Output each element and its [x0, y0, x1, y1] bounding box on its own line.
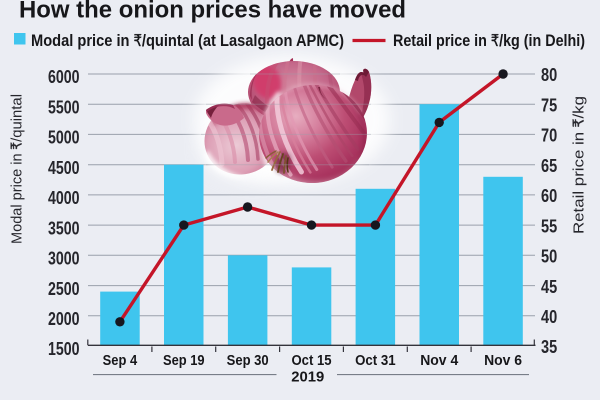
- svg-text:Sep 4: Sep 4: [103, 352, 138, 369]
- svg-text:3000: 3000: [48, 249, 80, 269]
- svg-text:50: 50: [541, 247, 557, 267]
- svg-text:Oct 15: Oct 15: [292, 352, 332, 369]
- svg-text:Nov 6: Nov 6: [484, 352, 522, 369]
- svg-text:60: 60: [541, 186, 557, 206]
- svg-text:Nov 4: Nov 4: [420, 352, 459, 369]
- svg-text:Sep 19: Sep 19: [163, 352, 205, 369]
- svg-text:65: 65: [541, 156, 557, 176]
- svg-text:5500: 5500: [48, 97, 80, 117]
- svg-text:55: 55: [541, 216, 557, 236]
- svg-text:4000: 4000: [48, 188, 80, 208]
- svg-text:6000: 6000: [48, 67, 80, 87]
- svg-text:1500: 1500: [48, 339, 80, 359]
- svg-text:4500: 4500: [48, 158, 80, 178]
- svg-text:45: 45: [541, 277, 557, 297]
- svg-text:2019: 2019: [291, 368, 324, 385]
- svg-text:/kg (in Delhi): /kg (in Delhi): [499, 32, 585, 50]
- svg-text:2500: 2500: [48, 279, 80, 299]
- svg-text:Oct 31: Oct 31: [355, 352, 396, 369]
- svg-text:Modal price in: Modal price in: [31, 32, 130, 50]
- svg-text:Retail price in: Retail price in: [393, 32, 487, 50]
- svg-text:2000: 2000: [48, 309, 80, 329]
- svg-text:/kg: /kg: [572, 96, 588, 119]
- svg-text:70: 70: [541, 126, 557, 146]
- svg-text:3500: 3500: [48, 218, 80, 238]
- svg-text:Retail price in: Retail price in: [572, 132, 588, 234]
- svg-text:/quintal: /quintal: [10, 94, 26, 142]
- svg-text:Sep 30: Sep 30: [227, 352, 269, 369]
- svg-text:5000: 5000: [48, 128, 80, 148]
- svg-text:35: 35: [541, 337, 557, 357]
- svg-text:75: 75: [541, 95, 557, 115]
- svg-text:How the onion prices have move: How the onion prices have moved: [19, 0, 406, 24]
- svg-text:Modal price in: Modal price in: [10, 153, 26, 244]
- svg-text:/quintal (at Lasalgaon APMC): /quintal (at Lasalgaon APMC): [142, 32, 344, 50]
- svg-text:80: 80: [541, 65, 557, 85]
- svg-text:40: 40: [541, 307, 557, 327]
